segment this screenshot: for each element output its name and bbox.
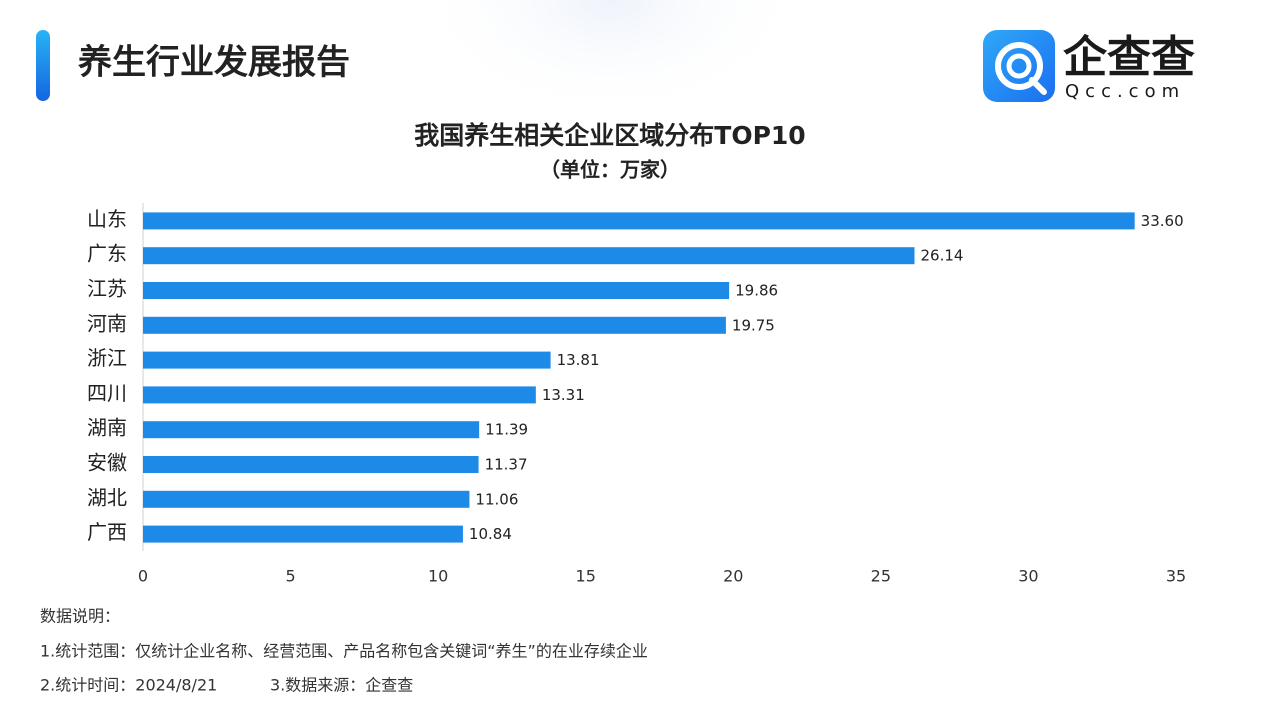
y-tick-label: 江苏 [87, 277, 127, 301]
logo-tail [1029, 77, 1047, 95]
bar [143, 490, 470, 508]
x-tick-label: 0 [138, 567, 148, 586]
value-label: 13.81 [557, 351, 600, 369]
value-label: 10.84 [469, 525, 512, 543]
value-label: 26.14 [921, 247, 964, 265]
note: 2.统计时间：2024/8/21 [40, 676, 217, 695]
logo: 企查查 Qcc.com [983, 30, 1195, 102]
note: 3.数据来源：企查查 [270, 676, 413, 695]
y-tick-label: 广东 [87, 242, 127, 266]
x-tick-label: 35 [1166, 567, 1186, 586]
bar [143, 351, 551, 369]
bar [143, 247, 915, 265]
chart-subtitle: （单位：万家） [540, 158, 680, 182]
value-label: 33.60 [1141, 212, 1184, 230]
y-tick-label: 河南 [87, 311, 127, 335]
x-tick-label: 20 [723, 567, 743, 586]
y-tick-label: 山东 [87, 207, 127, 231]
x-tick-label: 10 [428, 567, 448, 586]
bar [143, 282, 730, 299]
logo-ring [1006, 53, 1032, 79]
value-label: 19.86 [735, 282, 778, 300]
x-tick-label: 25 [871, 567, 891, 586]
y-tick-label: 广西 [87, 520, 127, 544]
bar [143, 316, 726, 334]
value-label: 19.75 [732, 316, 775, 334]
y-tick-label: 湖北 [87, 485, 127, 509]
value-label: 11.39 [485, 421, 528, 439]
bar [143, 456, 479, 473]
y-tick-label: 四川 [87, 381, 127, 405]
logo-url: Qcc.com [1065, 81, 1185, 102]
logo-ring [995, 42, 1043, 90]
x-tick-label: 30 [1018, 567, 1038, 586]
bar [143, 212, 1135, 230]
bar [143, 525, 463, 543]
x-tick-label: 15 [576, 567, 596, 586]
y-tick-label: 安徽 [87, 451, 127, 475]
bar [143, 386, 536, 404]
x-tick-label: 5 [285, 567, 295, 586]
y-tick-label: 浙江 [87, 346, 127, 370]
value-label: 11.06 [475, 490, 518, 508]
bar [143, 421, 480, 439]
header-title: 养生行业发展报告 [78, 43, 350, 83]
y-tick-label: 湖南 [87, 416, 127, 440]
note-heading: 数据说明： [40, 607, 120, 626]
value-label: 13.31 [542, 386, 585, 404]
logo-text: 企查查 [1063, 32, 1195, 83]
bg-decor [410, 0, 810, 120]
chart-title: 我国养生相关企业区域分布TOP10 [414, 121, 805, 150]
header-accent [36, 30, 50, 101]
note: 1.统计范围：仅统计企业名称、经营范围、产品名称包含关键词“养生”的在业存续企业 [40, 642, 648, 661]
value-label: 11.37 [485, 456, 528, 474]
